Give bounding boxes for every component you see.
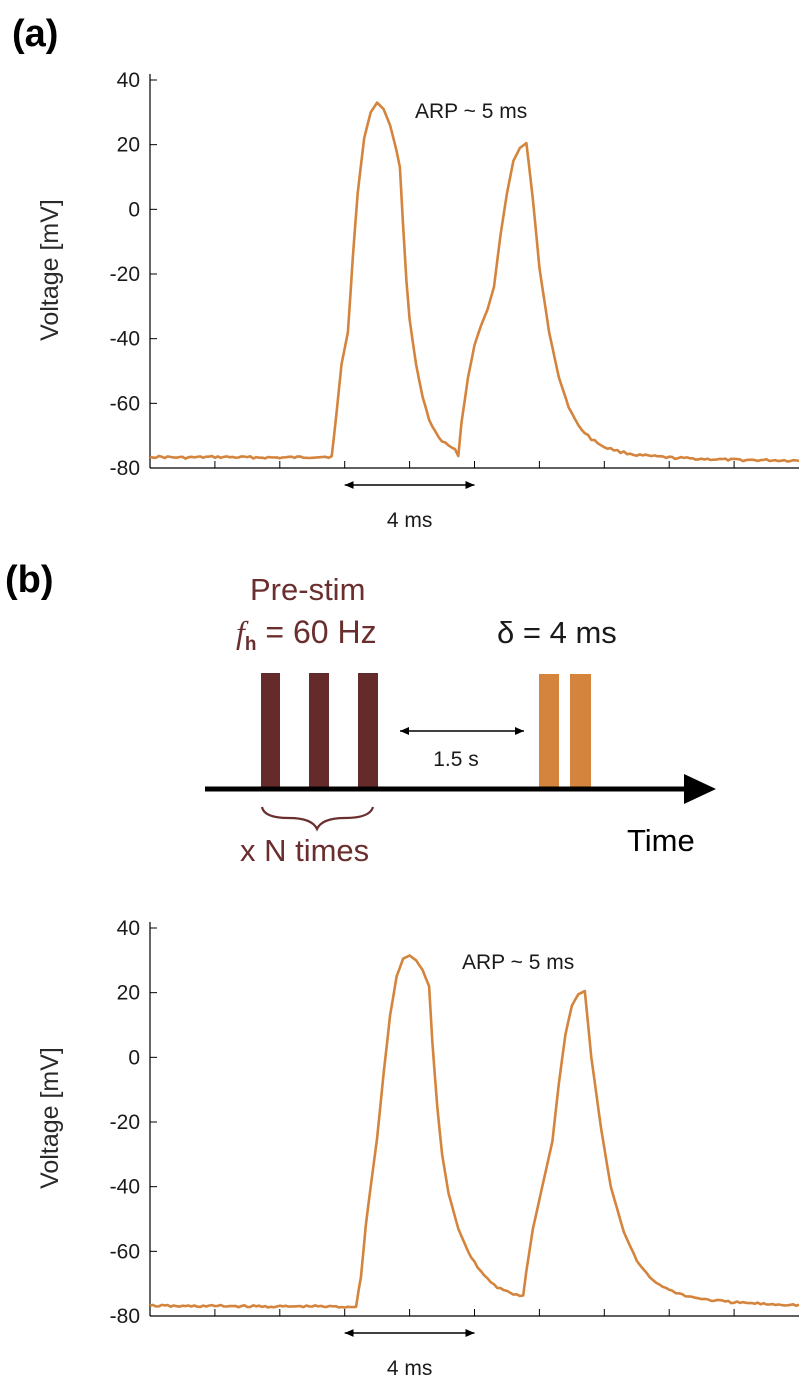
y-tick-label: -20: [110, 263, 140, 286]
time-axis-arrowhead: [684, 774, 716, 804]
panel-label-a: (a): [12, 13, 58, 55]
probe-pulse-1: [539, 674, 559, 789]
y-tick-label: 0: [128, 198, 140, 221]
y-tick-label: -20: [110, 1111, 140, 1134]
prestim-frequency: fh = 60 Hz: [236, 614, 377, 655]
chart-a-arp-annotation: ARP ~ 5 ms: [415, 100, 527, 123]
y-tick-label: 40: [117, 917, 140, 940]
chart-a-voltage-trace: [149, 101, 799, 463]
prestim-title: Pre-stim: [250, 572, 365, 607]
prestim-pulse-3: [358, 673, 378, 789]
y-tick-label: -80: [110, 1305, 140, 1328]
chart-a-x-ticks: [214, 461, 735, 468]
interval-label: 1.5 s: [433, 748, 479, 771]
delta-interval: δ = 4 ms: [497, 615, 617, 650]
probe-pulse-2: [570, 674, 591, 789]
prestim-pulse-1: [261, 673, 280, 789]
chart-a-scalebar-label: 4 ms: [387, 509, 433, 532]
chart-b-y-ticks: 40 20 0 -20 -40 -60 -80: [110, 917, 157, 1328]
y-tick-label: 40: [117, 69, 140, 92]
freq-value: = 60 Hz: [257, 614, 377, 650]
repeat-brace: [260, 806, 375, 832]
y-tick-label: -60: [110, 1240, 140, 1263]
repeat-label: x N times: [240, 833, 369, 868]
panel-label-b: (b): [5, 559, 54, 601]
y-tick-label: 0: [128, 1046, 140, 1069]
chart-b-x-ticks: [214, 1309, 735, 1316]
stimulation-schematic: Pre-stim fh = 60 Hz δ = 4 ms 1.5 s Time …: [205, 572, 716, 868]
y-tick-label: -60: [110, 392, 140, 415]
time-axis-label: Time: [627, 823, 695, 858]
chart-b: 40 20 0 -20 -40 -60 -80 Voltage [mV] ARP ~ 5 m…: [36, 917, 799, 1380]
y-tick-label: -40: [110, 1176, 140, 1199]
chart-b-y-axis-label: Voltage [mV]: [36, 1047, 64, 1189]
freq-subscript: h: [245, 634, 257, 655]
chart-a: 40 20 0 -20 -40 -60 -80 Voltage [mV] ARP ~ 5 m…: [36, 69, 799, 532]
y-tick-label: 20: [117, 134, 140, 157]
y-tick-label: -80: [110, 457, 140, 480]
prestim-pulse-2: [309, 673, 329, 789]
y-tick-label: -40: [110, 328, 140, 351]
chart-b-arp-annotation: ARP ~ 5 ms: [462, 951, 574, 974]
y-tick-label: 20: [117, 982, 140, 1005]
chart-b-voltage-trace: [149, 954, 799, 1309]
chart-b-scalebar-label: 4 ms: [387, 1357, 433, 1380]
chart-a-y-axis-label: Voltage [mV]: [36, 199, 64, 341]
chart-a-y-ticks: 40 20 0 -20 -40 -60 -80: [110, 69, 157, 480]
